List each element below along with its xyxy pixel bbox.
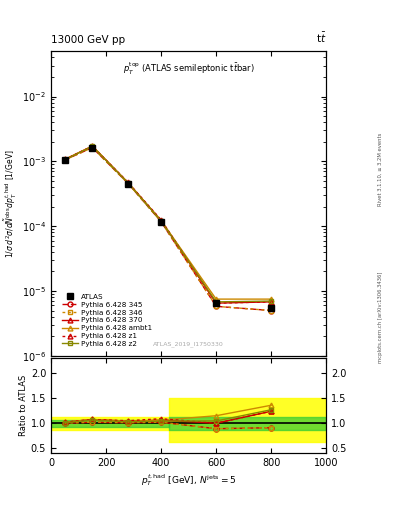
Pythia 6.428 z2: [214, 299, 219, 305]
Pythia 6.428 ambt1: [126, 180, 130, 186]
Pythia 6.428 345: [62, 157, 67, 163]
Pythia 6.428 z1: [62, 156, 67, 162]
Pythia 6.428 345: [269, 307, 274, 313]
Pythia 6.428 z1: [159, 217, 163, 223]
Pythia 6.428 346: [62, 157, 67, 163]
Text: $p_T^{\mathrm{top}}$ (ATLAS semileptonic t$\bar{t}$bar): $p_T^{\mathrm{top}}$ (ATLAS semileptonic…: [123, 60, 255, 77]
Pythia 6.428 346: [90, 144, 95, 151]
Line: ATLAS: ATLAS: [62, 145, 274, 311]
Legend: ATLAS, Pythia 6.428 345, Pythia 6.428 346, Pythia 6.428 370, Pythia 6.428 ambt1,: ATLAS, Pythia 6.428 345, Pythia 6.428 34…: [60, 292, 154, 349]
Pythia 6.428 z2: [126, 180, 130, 186]
Line: Pythia 6.428 z1: Pythia 6.428 z1: [62, 144, 274, 306]
Line: Pythia 6.428 346: Pythia 6.428 346: [62, 145, 274, 313]
Pythia 6.428 z2: [90, 143, 95, 150]
Pythia 6.428 345: [214, 303, 219, 309]
ATLAS: [90, 145, 95, 151]
Pythia 6.428 370: [90, 143, 95, 149]
X-axis label: $p_T^{t,\mathrm{had}}$ [GeV], $N^{\mathrm{jets}} = 5$: $p_T^{t,\mathrm{had}}$ [GeV], $N^{\mathr…: [141, 472, 236, 488]
Pythia 6.428 ambt1: [62, 156, 67, 162]
Pythia 6.428 ambt1: [159, 218, 163, 224]
Pythia 6.428 345: [90, 144, 95, 151]
Pythia 6.428 346: [269, 307, 274, 313]
Pythia 6.428 ambt1: [269, 296, 274, 302]
Text: ATLAS_2019_I1750330: ATLAS_2019_I1750330: [153, 341, 224, 347]
Text: mcplots.cern.ch [arXiv:1306.3436]: mcplots.cern.ch [arXiv:1306.3436]: [378, 272, 383, 363]
Line: Pythia 6.428 370: Pythia 6.428 370: [62, 144, 274, 306]
Line: Pythia 6.428 345: Pythia 6.428 345: [62, 145, 274, 313]
ATLAS: [214, 300, 219, 306]
ATLAS: [269, 305, 274, 311]
Pythia 6.428 370: [269, 299, 274, 305]
Text: Rivet 3.1.10, ≥ 3.2M events: Rivet 3.1.10, ≥ 3.2M events: [378, 132, 383, 206]
Pythia 6.428 346: [159, 219, 163, 225]
Text: t$\bar{t}$: t$\bar{t}$: [316, 31, 326, 45]
Pythia 6.428 z1: [126, 179, 130, 185]
Pythia 6.428 345: [126, 180, 130, 186]
Line: Pythia 6.428 z2: Pythia 6.428 z2: [62, 144, 274, 304]
ATLAS: [62, 157, 67, 163]
Pythia 6.428 ambt1: [90, 143, 95, 149]
Pythia 6.428 z2: [62, 157, 67, 163]
Line: Pythia 6.428 ambt1: Pythia 6.428 ambt1: [62, 144, 274, 302]
Pythia 6.428 346: [214, 303, 219, 309]
ATLAS: [159, 219, 163, 225]
Y-axis label: $1/\sigma\, d^2\sigma / d\tilde{N}^{\mathrm{obs}} dp_T^{t,\mathrm{had}}$ [1/GeV]: $1/\sigma\, d^2\sigma / d\tilde{N}^{\mat…: [3, 149, 19, 258]
Pythia 6.428 z1: [269, 299, 274, 305]
Text: 13000 GeV pp: 13000 GeV pp: [51, 35, 125, 45]
Pythia 6.428 z1: [90, 143, 95, 149]
Pythia 6.428 z2: [269, 298, 274, 304]
Pythia 6.428 z2: [159, 218, 163, 224]
Pythia 6.428 370: [159, 218, 163, 224]
Pythia 6.428 345: [159, 219, 163, 225]
Pythia 6.428 370: [62, 156, 67, 162]
Pythia 6.428 370: [126, 180, 130, 186]
Pythia 6.428 370: [214, 300, 219, 306]
Pythia 6.428 z1: [214, 300, 219, 306]
Pythia 6.428 ambt1: [214, 296, 219, 302]
ATLAS: [126, 181, 130, 187]
Y-axis label: Ratio to ATLAS: Ratio to ATLAS: [19, 375, 28, 436]
Pythia 6.428 346: [126, 180, 130, 186]
